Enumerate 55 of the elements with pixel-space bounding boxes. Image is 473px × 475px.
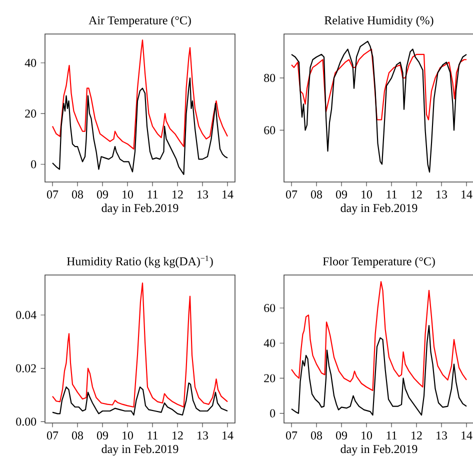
y-tick-label: 0 [270,409,276,418]
line-series [290,281,468,392]
x-axis-title: day in Feb.2019 [102,204,178,215]
y-tick-label: 0.02 [16,364,36,372]
x-tick-label: 12 [412,431,422,440]
line-series [52,382,228,416]
x-tick-label: 09 [336,431,347,440]
x-tick-label: 11 [386,431,397,440]
y-tick-label: 20 [25,110,36,118]
x-tick-label: 10 [362,431,372,440]
y-tick-label: 20 [264,374,276,382]
x-tick-label: 13 [436,190,448,198]
x-tick-label: 14 [222,431,234,440]
chart-title: Humidity Ratio (kg kg(DA)$^{−1}$) [66,256,213,268]
x-tick-label: 10 [362,190,372,198]
line-series [52,282,228,408]
chart-title: Relative Humidity (%) [324,16,434,27]
x-tick-label: 14 [462,190,472,198]
x-tick-label: 13 [436,431,448,440]
x-tick-label: 08 [72,431,84,440]
x-tick-label: 07 [46,190,58,198]
x-tick-label: 12 [172,190,183,198]
y-tick-label: 60 [264,126,276,134]
x-tick-label: 14 [222,190,234,198]
y-tick-label: 40 [24,58,36,67]
x-tick-label: 12 [412,190,422,198]
x-tick-label: 07 [286,431,298,440]
x-tick-label: 09 [96,431,108,440]
x-tick-label: 14 [462,431,472,440]
x-axis-title: day in Feb.2019 [102,444,178,456]
y-tick-label: 80 [264,74,276,82]
y-tick-label: 0 [31,160,36,168]
chart-title: Floor Temperature (°C) [322,256,435,268]
x-tick-label: 11 [148,431,158,440]
y-tick-label: 0.04 [16,310,36,320]
x-tick-label: 08 [72,190,84,198]
x-tick-label: 07 [46,431,58,440]
x-tick-label: 10 [122,190,134,198]
x-tick-label: 13 [198,431,208,440]
x-axis-title: day in Feb.2019 [340,204,418,215]
y-tick-label: 0.00 [16,418,36,426]
x-tick-label: 11 [386,190,397,198]
x-tick-label: 08 [310,190,322,198]
x-tick-label: 11 [148,190,158,198]
x-tick-label: 09 [336,190,347,198]
y-tick-label: 60 [264,304,276,312]
y-tick-label: 40 [264,339,276,348]
x-axis-title: day in Feb.2019 [340,444,418,456]
chart-title: Air Temperature (°C) [88,16,191,27]
x-tick-label: 07 [286,190,298,198]
x-tick-label: 13 [198,190,208,198]
x-tick-label: 08 [310,431,322,440]
x-tick-label: 12 [172,431,183,440]
x-tick-label: 09 [96,190,108,198]
x-tick-label: 10 [122,431,134,440]
